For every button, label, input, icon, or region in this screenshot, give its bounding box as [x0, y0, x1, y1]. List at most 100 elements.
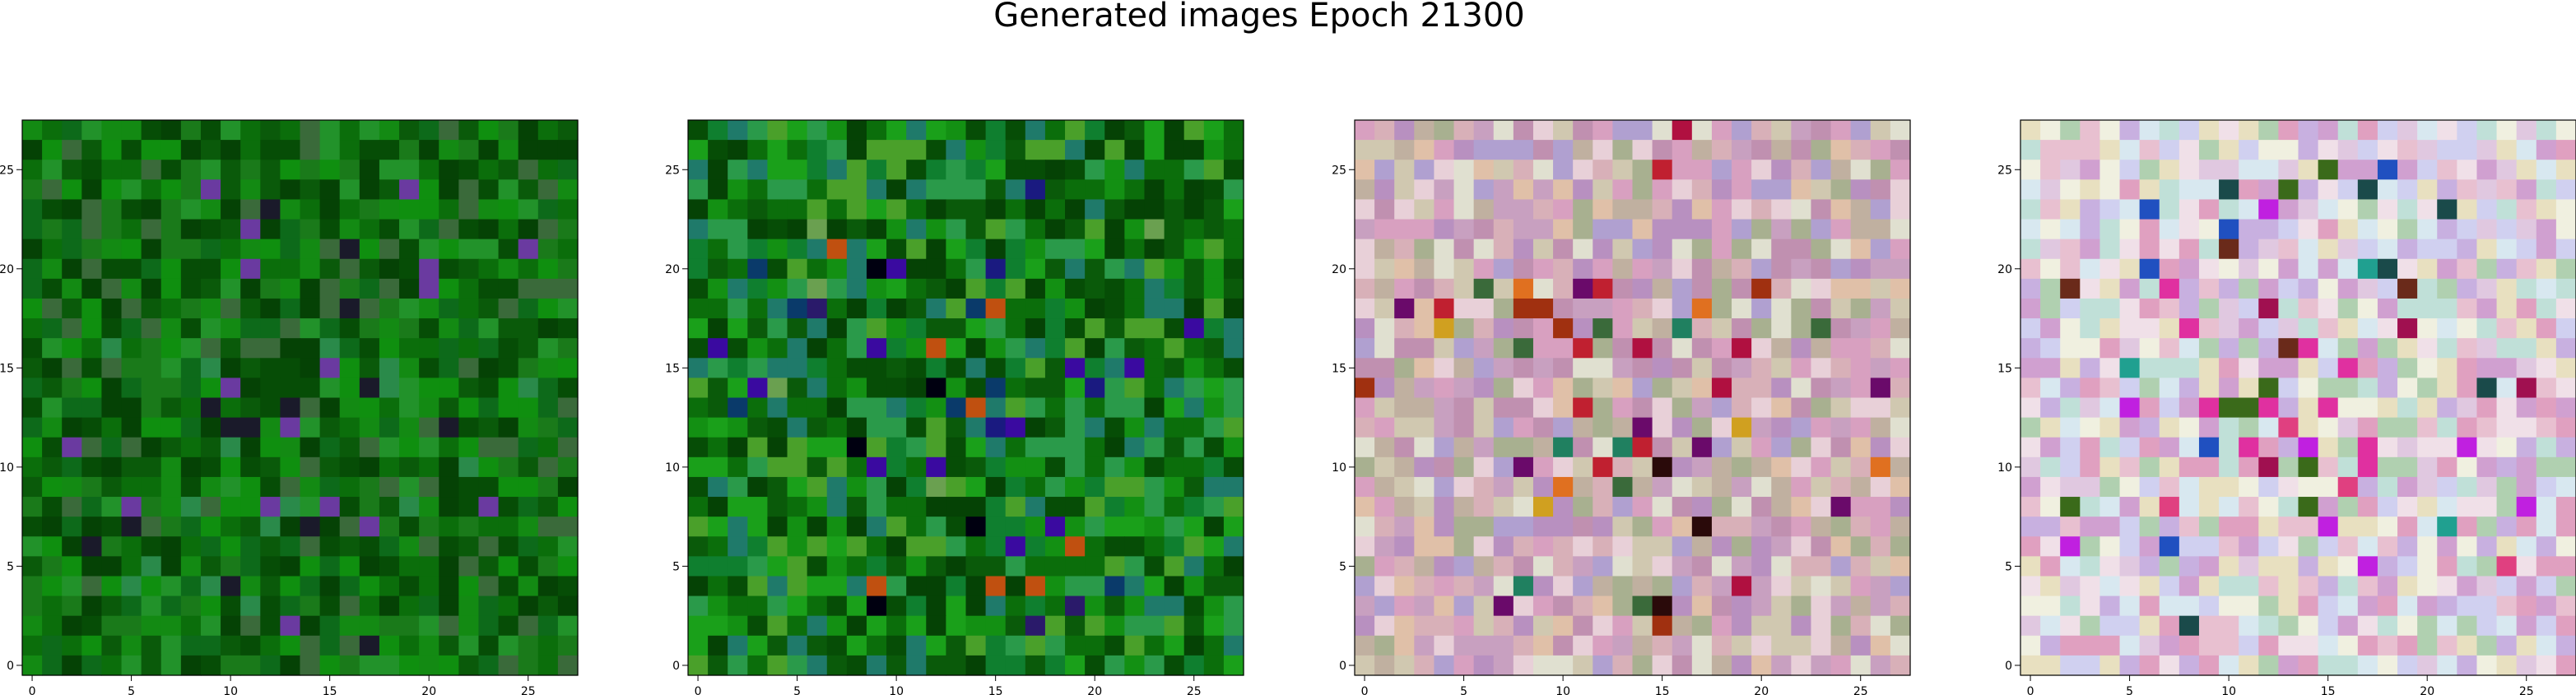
pixel-cell: [1085, 615, 1105, 637]
pixel-cell: [81, 258, 103, 280]
pixel-cell: [1850, 595, 1872, 617]
pixel-cell: [1711, 556, 1732, 577]
pixel-cell: [1223, 635, 1244, 656]
pixel-cell: [22, 378, 43, 399]
pixel-cell: [2318, 615, 2339, 637]
pixel-cell: [1553, 417, 1574, 438]
pixel-cell: [458, 338, 480, 359]
pixel-cell: [708, 318, 728, 339]
pixel-cell: [886, 358, 907, 378]
pixel-cell: [2357, 179, 2378, 201]
pixel-cell: [1672, 140, 1693, 160]
pixel-cell: [946, 298, 967, 319]
pixel-cell: [1532, 497, 1554, 517]
pixel-cell: [1164, 160, 1185, 180]
pixel-cell: [886, 476, 907, 498]
pixel-cell: [2139, 298, 2160, 319]
pixel-cell: [537, 417, 559, 438]
pixel-cell: [1434, 497, 1455, 517]
pixel-cell: [985, 318, 1007, 339]
pixel-cell: [728, 497, 748, 517]
pixel-cell: [946, 576, 967, 597]
pixel-cell: [1573, 258, 1593, 280]
pixel-cell: [1374, 595, 1395, 617]
pixel-cell: [2397, 160, 2418, 180]
pixel-cell: [1044, 318, 1066, 339]
pixel-cell: [1632, 635, 1653, 656]
pixel-cell: [1532, 556, 1554, 577]
pixel-cell: [1652, 239, 1673, 260]
pixel-cell: [1830, 397, 1852, 419]
pixel-cell: [1025, 497, 1046, 517]
pixel-cell: [1672, 219, 1693, 240]
pixel-cell: [518, 120, 539, 141]
pixel-cell: [1044, 298, 1066, 319]
pixel-cell: [1791, 338, 1812, 359]
pixel-cell: [1593, 338, 1613, 359]
pixel-cell: [1493, 595, 1514, 617]
pixel-cell: [1374, 417, 1395, 438]
pixel-cell: [767, 239, 788, 260]
pixel-cell: [1691, 199, 1713, 220]
pixel-cell: [2159, 517, 2180, 537]
pixel-cell: [379, 517, 400, 537]
pixel-cell: [1044, 179, 1066, 201]
pixel-cell: [280, 615, 301, 637]
pixel-cell: [2159, 417, 2180, 438]
pixel-cell: [1104, 437, 1125, 458]
pixel-cell: [1612, 338, 1634, 359]
pixel-cell: [498, 397, 519, 419]
pixel-cell: [1164, 556, 1185, 577]
pixel-cell: [2318, 378, 2339, 399]
pixel-cell: [1513, 338, 1534, 359]
pixel-cell: [2239, 517, 2259, 537]
pixel-cell: [2258, 358, 2279, 378]
pixel-cell: [1065, 219, 1086, 240]
pixel-cell: [1890, 378, 1911, 399]
pixel-cell: [2377, 456, 2398, 478]
pixel-cell: [1124, 179, 1146, 201]
pixel-cell: [379, 456, 400, 478]
pixel-cell: [1732, 456, 1752, 478]
pixel-cell: [1065, 595, 1086, 617]
pixel-cell: [2555, 476, 2576, 498]
pixel-cell: [747, 437, 769, 458]
pixel-cell: [2258, 517, 2279, 537]
pixel-cell: [1374, 318, 1395, 339]
pixel-cell: [439, 536, 459, 557]
pixel-cell: [2318, 278, 2339, 299]
pixel-cell: [1553, 397, 1574, 419]
pixel-cell: [1005, 219, 1026, 240]
pixel-cell: [1632, 358, 1653, 378]
pixel-cell: [1850, 635, 1872, 656]
pixel-cell: [946, 497, 967, 517]
pixel-cell: [1573, 338, 1593, 359]
pixel-cell: [1183, 635, 1205, 656]
pixel-cell: [807, 556, 828, 577]
pixel-cell: [886, 595, 907, 617]
pixel-cell: [1183, 179, 1205, 201]
pixel-cell: [1751, 358, 1772, 378]
pixel-cell: [2020, 199, 2041, 220]
pixel-cell: [708, 378, 728, 399]
pixel-cell: [1711, 318, 1732, 339]
pixel-cell: [2278, 655, 2299, 676]
pixel-cell: [2239, 120, 2259, 141]
pixel-cell: [62, 358, 82, 378]
pixel-cell: [1553, 615, 1574, 637]
pixel-cell: [1513, 318, 1534, 339]
pixel-cell: [221, 497, 241, 517]
pixel-cell: [557, 536, 579, 557]
pixel-cell: [1850, 318, 1872, 339]
pixel-cell: [101, 140, 123, 160]
pixel-cell: [1065, 635, 1086, 656]
pixel-cell: [1532, 655, 1554, 676]
x-tick-label: 15: [988, 685, 1003, 695]
pixel-cell: [2457, 298, 2478, 319]
pixel-cell: [319, 199, 341, 220]
pixel-cell: [747, 160, 769, 180]
pixel-cell: [2219, 258, 2239, 280]
pixel-cell: [1104, 417, 1125, 438]
pixel-cell: [1811, 456, 1832, 478]
pixel-cell: [1771, 437, 1792, 458]
